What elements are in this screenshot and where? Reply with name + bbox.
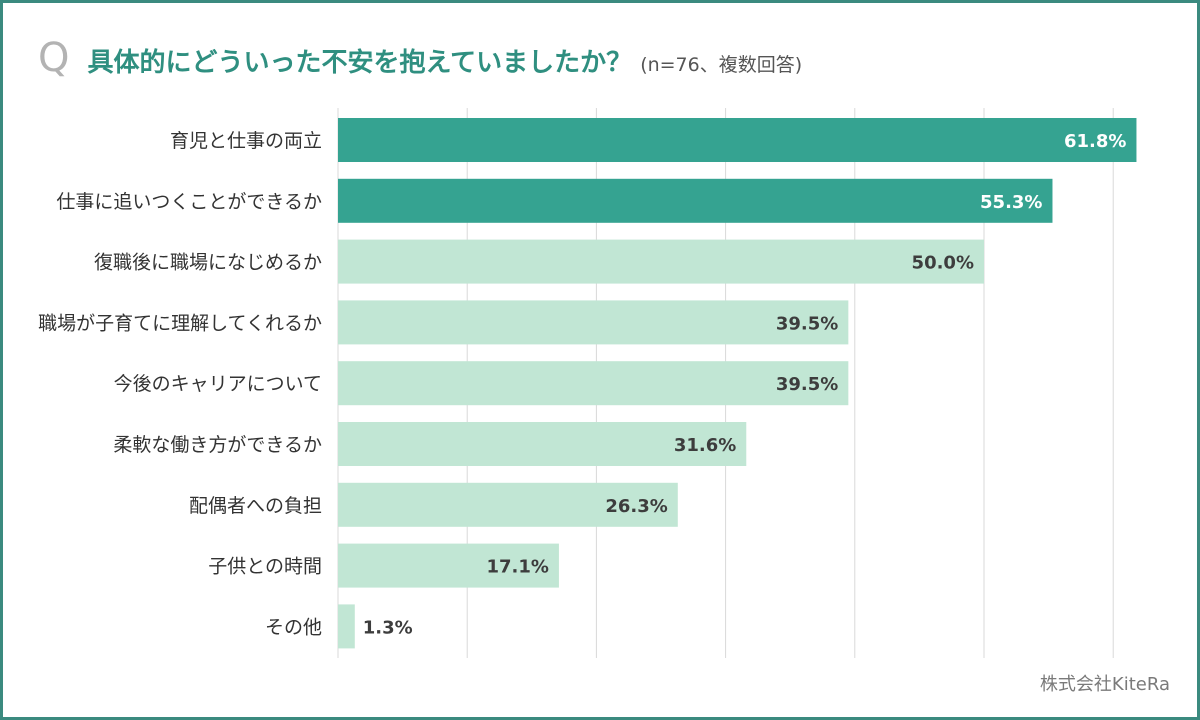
chart-title: 具体的にどういった不安を抱えていましたか？ bbox=[87, 48, 633, 78]
category-label: 今後のキャリアについて bbox=[114, 373, 322, 395]
value-label: 31.6% bbox=[674, 435, 736, 456]
value-label: 17.1% bbox=[486, 557, 548, 578]
category-label: その他 bbox=[265, 616, 322, 638]
bar bbox=[338, 361, 849, 406]
bar bbox=[338, 482, 678, 527]
bar bbox=[338, 300, 849, 345]
bar bbox=[338, 604, 355, 649]
category-label: 柔軟な働き方ができるか bbox=[113, 434, 322, 456]
bar bbox=[338, 422, 747, 466]
value-label: 61.8% bbox=[1064, 131, 1126, 152]
chart-header: Q 具体的にどういった不安を抱えていましたか？ (n=76、複数回答) bbox=[38, 38, 802, 78]
category-label: 復職後に職場になじめるか bbox=[94, 252, 322, 274]
bar bbox=[338, 239, 984, 284]
value-label: 39.5% bbox=[776, 374, 838, 395]
credit-text: 株式会社KiteRa bbox=[1039, 674, 1170, 695]
value-label: 1.3% bbox=[363, 617, 413, 638]
bar bbox=[338, 543, 559, 588]
bar bbox=[338, 178, 1053, 223]
category-label: 子供との時間 bbox=[208, 556, 322, 578]
chart-subtitle: (n=76、複数回答) bbox=[640, 54, 803, 76]
category-label: 職場が子育てに理解してくれるか bbox=[38, 312, 322, 334]
question-mark-icon: Q bbox=[38, 35, 70, 81]
category-label: 仕事に追いつくことができるか bbox=[56, 191, 322, 213]
value-label: 55.3% bbox=[980, 192, 1042, 213]
value-label: 39.5% bbox=[776, 313, 838, 334]
value-label: 26.3% bbox=[605, 496, 667, 517]
category-label: 育児と仕事の両立 bbox=[170, 130, 322, 152]
value-label: 50.0% bbox=[912, 253, 974, 274]
category-label: 配偶者への負担 bbox=[189, 495, 322, 517]
bar bbox=[338, 118, 1137, 162]
